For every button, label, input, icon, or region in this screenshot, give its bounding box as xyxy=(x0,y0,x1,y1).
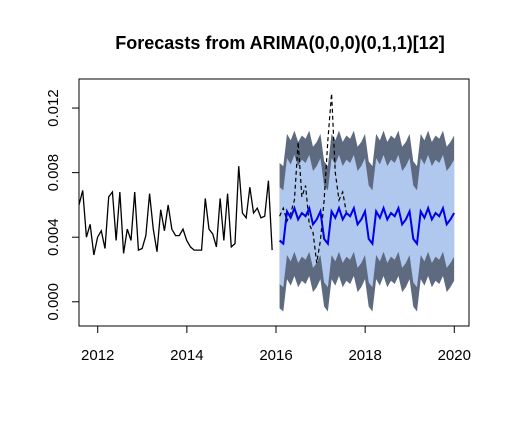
plot-frame xyxy=(78,78,470,327)
x-tick-label: 2012 xyxy=(81,347,114,364)
series-observed xyxy=(79,166,273,256)
y-tick-label: 0.000 xyxy=(45,283,62,321)
chart-title: Forecasts from ARIMA(0,0,0)(0,1,1)[12] xyxy=(115,33,444,53)
series-actual-dashed xyxy=(279,93,348,264)
x-tick-label: 2016 xyxy=(259,347,292,364)
axes: 2012 2014 2016 2018 2020 0.000 0.004 0.008 0.012 xyxy=(45,78,471,364)
y-tick-label: 0.012 xyxy=(45,89,62,127)
series-forecast-mean xyxy=(278,205,456,247)
series-lines xyxy=(79,93,456,264)
x-tick-label: 2020 xyxy=(438,347,471,364)
x-tick-label: 2018 xyxy=(348,347,381,364)
y-tick-label: 0.004 xyxy=(45,218,62,256)
y-tick-label: 0.008 xyxy=(45,154,62,192)
x-tick-label: 2014 xyxy=(170,347,203,364)
